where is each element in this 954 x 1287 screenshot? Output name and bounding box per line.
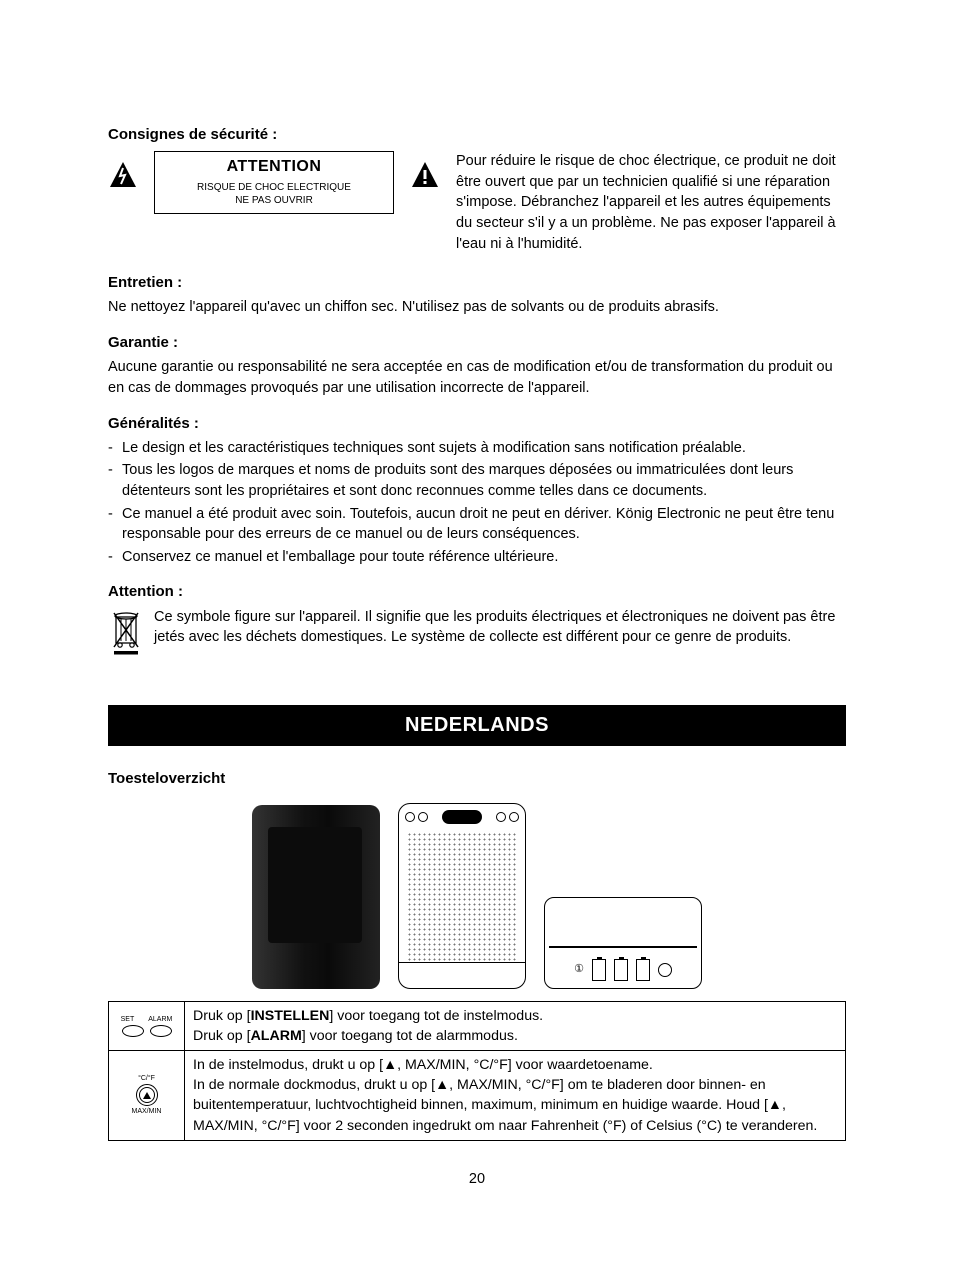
table-text-cell: Druk op [INSTELLEN] voor toegang tot de …: [185, 1001, 846, 1050]
warning-line1: RISQUE DE CHOC ELECTRIQUE: [159, 181, 389, 194]
general-heading: Généralités :: [108, 413, 846, 434]
lightning-triangle-icon: [108, 151, 138, 199]
icon-label: °C/°F: [111, 1075, 182, 1082]
device-table: SET ALARM Druk op [INSTELLEN] voor toega…: [108, 1001, 846, 1141]
list-item: -Le design et les caractéristiques techn…: [108, 438, 846, 459]
device-sensor-icon: ①: [544, 897, 702, 989]
safety-heading: Consignes de sécurité :: [108, 124, 846, 145]
warning-title: ATTENTION: [159, 156, 389, 179]
warranty-heading: Garantie :: [108, 332, 846, 353]
safety-row: ATTENTION RISQUE DE CHOC ELECTRIQUE NE P…: [108, 151, 846, 258]
device-back-icon: [398, 803, 526, 989]
list-item-text: Le design et les caractéristiques techni…: [122, 438, 746, 459]
warning-line2: NE PAS OUVRIR: [159, 194, 389, 207]
list-item-text: Ce manuel a été produit avec soin. Toute…: [122, 504, 846, 545]
table-row: °C/°F MAX/MIN In de instelmodus, drukt u…: [109, 1051, 846, 1141]
set-button-icon: [122, 1025, 144, 1037]
maintenance-text: Ne nettoyez l'appareil qu'avec un chiffo…: [108, 297, 846, 318]
exclamation-triangle-icon: [410, 151, 440, 199]
list-item-text: Tous les logos de marques et noms de pro…: [122, 460, 846, 501]
list-item: -Ce manuel a été produit avec soin. Tout…: [108, 504, 846, 545]
table-text-cell: In de instelmodus, drukt u op [▲, MAX/MI…: [185, 1051, 846, 1141]
bold-text: ALARM: [251, 1028, 302, 1044]
list-item-text: Conservez ce manuel et l'emballage pour …: [122, 547, 558, 568]
list-item: -Conservez ce manuel et l'emballage pour…: [108, 547, 846, 568]
text: Druk op [: [193, 1028, 251, 1044]
table-icon-cell: °C/°F MAX/MIN: [109, 1051, 185, 1141]
text: ] voor toegang tot de instelmodus.: [329, 1008, 543, 1024]
general-list: -Le design et les caractéristiques techn…: [108, 438, 846, 567]
icon-label: MAX/MIN: [111, 1108, 182, 1115]
warning-box: ATTENTION RISQUE DE CHOC ELECTRIQUE NE P…: [154, 151, 394, 214]
weee-bin-icon: [108, 607, 144, 664]
maintenance-heading: Entretien :: [108, 272, 846, 293]
safety-text: Pour réduire le risque de choc électriqu…: [456, 151, 846, 254]
up-triangle-icon: [139, 1087, 155, 1103]
warranty-text: Aucune garantie ou responsabilité ne ser…: [108, 357, 846, 398]
attention-text: Ce symbole figure sur l'appareil. Il sig…: [154, 607, 846, 648]
attention-heading: Attention :: [108, 581, 846, 602]
attention-row: Ce symbole figure sur l'appareil. Il sig…: [108, 607, 846, 664]
bold-text: INSTELLEN: [251, 1008, 330, 1024]
table-icon-cell: SET ALARM: [109, 1001, 185, 1050]
page-number: 20: [108, 1169, 846, 1190]
text: Druk op [: [193, 1008, 251, 1024]
language-banner: NEDERLANDS: [108, 705, 846, 745]
alarm-button-icon: [150, 1025, 172, 1037]
device-front-icon: [252, 805, 380, 989]
list-item: -Tous les logos de marques et noms de pr…: [108, 460, 846, 501]
overview-heading: Toesteloverzicht: [108, 768, 846, 789]
icon-label: SET: [121, 1016, 135, 1023]
device-images: ①: [108, 803, 846, 989]
table-row: SET ALARM Druk op [INSTELLEN] voor toega…: [109, 1001, 846, 1050]
text: ] voor toegang tot de alarmmodus.: [302, 1028, 518, 1044]
icon-label: ALARM: [148, 1016, 172, 1023]
